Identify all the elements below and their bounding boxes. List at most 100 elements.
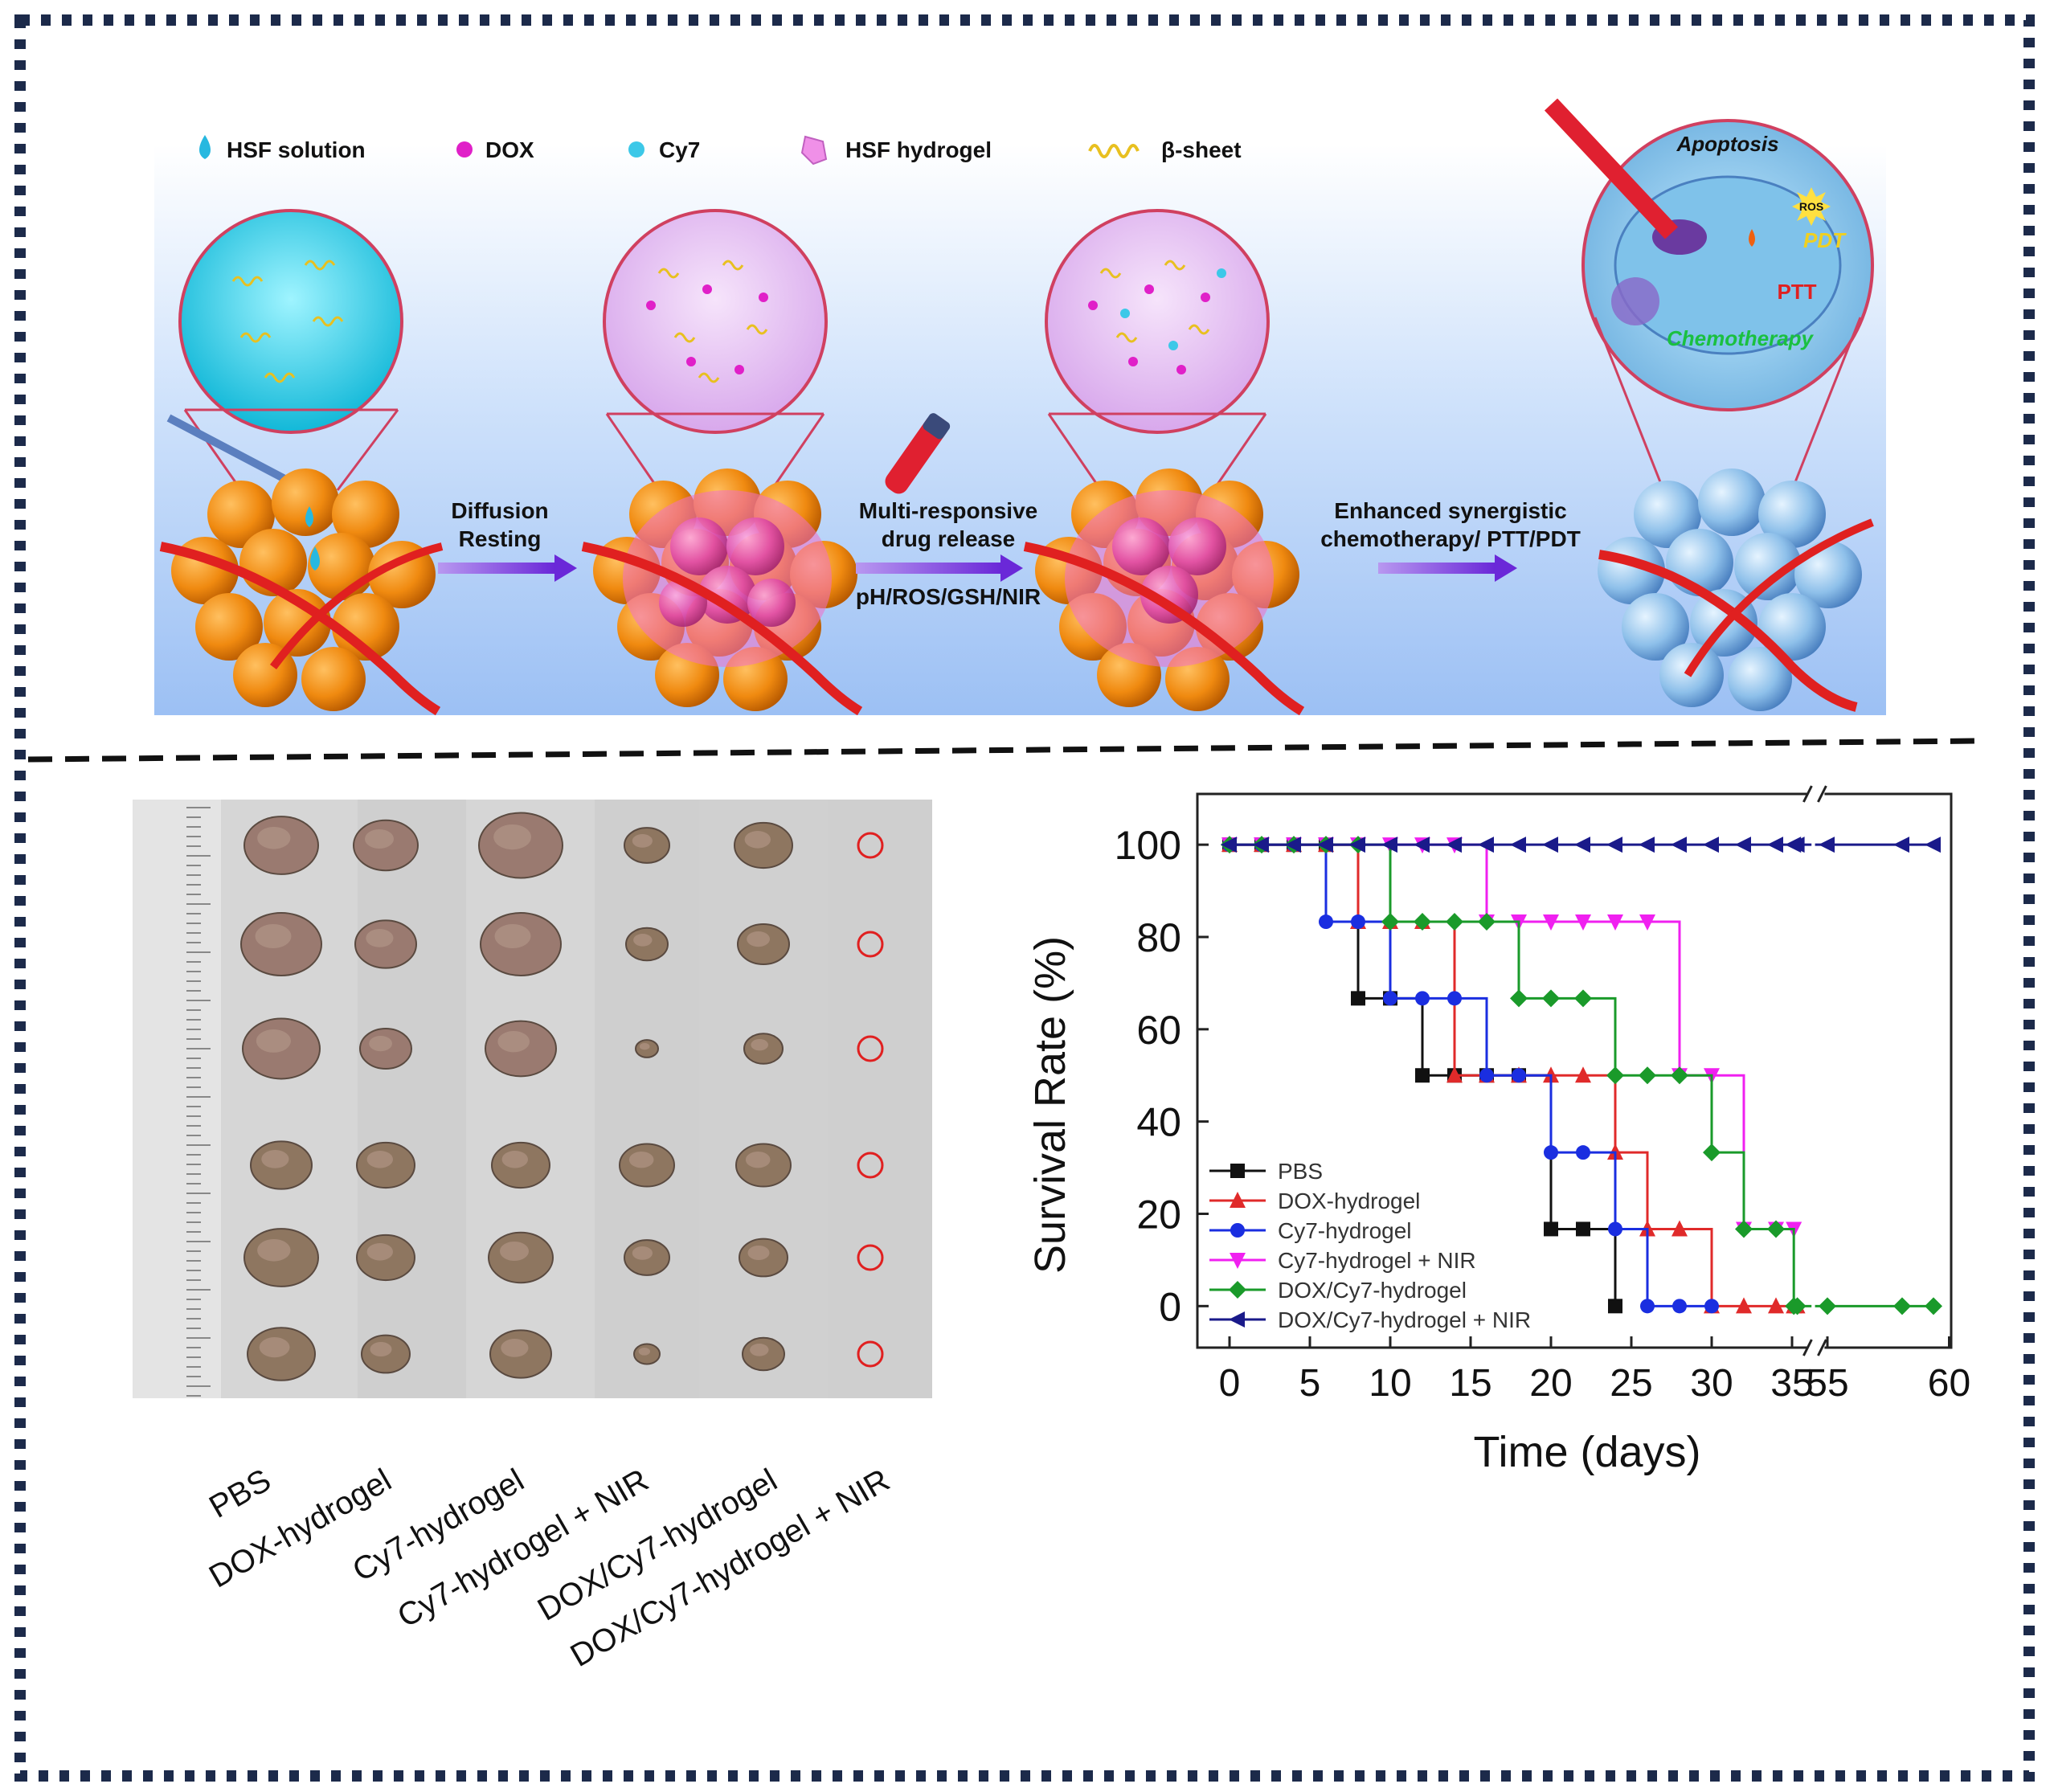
x-tick-label: 25	[1610, 1362, 1652, 1405]
ruler	[133, 800, 221, 1398]
legend-entry: Cy7-hydrogel + NIR	[1278, 1248, 1476, 1273]
stage4-apoptosis: Apoptosis ROS PDT PTT Chemotherapy	[1544, 98, 1874, 712]
data-point	[1576, 1221, 1590, 1237]
axis-break-mark	[1817, 1339, 1827, 1356]
data-point	[1639, 914, 1655, 931]
data-point	[1478, 837, 1494, 853]
stage2-hydrogel	[581, 209, 863, 716]
data-point	[1671, 837, 1687, 853]
x-tick-label: 10	[1369, 1362, 1411, 1405]
outer-dotted-frame	[14, 14, 2035, 1782]
legend-label: β-sheet	[1161, 137, 1242, 162]
group-labels: PBS DOX-hydrogel Cy7-hydrogel Cy7-hydrog…	[203, 1463, 895, 1674]
data-point	[1230, 1164, 1245, 1178]
flame-icon	[1749, 229, 1755, 247]
x-tick-label: 35	[1770, 1362, 1813, 1405]
data-point	[1735, 837, 1751, 853]
data-point	[1819, 837, 1835, 853]
arrow-step3: Enhanced synergistic chemotherapy/ PTT/P…	[1320, 498, 1581, 582]
tumor-specimens	[240, 812, 884, 1381]
legend-entry: DOX-hydrogel	[1278, 1189, 1420, 1213]
data-point	[1512, 1068, 1526, 1083]
data-point	[1510, 837, 1526, 853]
y-tick-label: 60	[1136, 1008, 1181, 1053]
data-point	[1672, 1220, 1688, 1237]
data-point	[1253, 837, 1269, 853]
hsf-droplets	[305, 506, 320, 571]
y-tick-label: 20	[1136, 1192, 1181, 1237]
ptt-label: PTT	[1777, 280, 1816, 304]
series-5	[1221, 837, 1941, 853]
ruler-ticks	[186, 807, 211, 1397]
chart-legend: PBS DOX-hydrogel Cy7-hydrogel Cy7-hydrogel …	[1209, 1159, 1531, 1332]
data-point	[1639, 1066, 1656, 1085]
stage1-injection	[159, 209, 444, 716]
data-point	[1317, 837, 1333, 853]
y-tick-label: 100	[1115, 823, 1181, 868]
data-point	[1736, 1297, 1752, 1314]
data-point	[1704, 1299, 1719, 1314]
step2-triggers: pH/ROS/GSH/NIR	[856, 584, 1041, 609]
data-point	[1767, 1220, 1785, 1238]
data-point	[1608, 1299, 1622, 1314]
data-point	[1510, 989, 1528, 1008]
y-tick-label: 0	[1159, 1284, 1181, 1329]
data-point	[1640, 1299, 1655, 1314]
data-point	[1608, 1221, 1622, 1237]
data-point	[1893, 1297, 1911, 1315]
legend-entry: PBS	[1278, 1159, 1323, 1184]
data-point	[1767, 837, 1783, 853]
dox-dots	[646, 284, 768, 374]
x-tick-label: 30	[1690, 1362, 1733, 1405]
data-point	[1703, 837, 1719, 853]
data-point	[1819, 1297, 1836, 1315]
y-tick-label: 40	[1136, 1100, 1181, 1145]
dox-dot-icon	[456, 141, 473, 158]
data-point	[1446, 913, 1463, 931]
data-point	[1788, 1297, 1807, 1315]
data-point	[1221, 837, 1237, 853]
empty-tumor-marker	[857, 1244, 884, 1271]
data-point	[1542, 989, 1560, 1008]
data-point	[1230, 1253, 1246, 1269]
legend-entry: DOX/Cy7-hydrogel + NIR	[1278, 1307, 1531, 1332]
data-point	[1575, 914, 1591, 931]
data-point	[1447, 991, 1462, 1006]
data-point	[1446, 1066, 1463, 1083]
data-point	[1414, 837, 1430, 853]
step2-label-line1: Multi-responsive	[859, 498, 1037, 523]
tumor-cluster-blue	[1598, 468, 1862, 711]
legend-label: HSF solution	[227, 137, 366, 162]
pdt-label: PDT	[1803, 228, 1847, 252]
data-point	[1415, 991, 1430, 1006]
schematic-legend: HSF solution DOX Cy7 HSF hydrogel β-shee…	[199, 135, 1242, 166]
x-tick-label: 20	[1529, 1362, 1572, 1405]
data-point	[1639, 837, 1655, 853]
empty-tumor-marker	[857, 931, 884, 958]
x-tick-label: 0	[1219, 1362, 1241, 1405]
data-point	[1383, 991, 1397, 1006]
blood-vessel	[1023, 542, 1305, 716]
y-axis-label: Survival Rate (%)	[1026, 936, 1074, 1274]
magnified-release-lens	[1045, 209, 1270, 434]
data-point	[1381, 837, 1397, 853]
data-point	[1672, 1299, 1687, 1314]
data-point	[1703, 1144, 1721, 1162]
data-point	[1788, 837, 1805, 853]
blood-vessel	[1598, 550, 1858, 712]
legend-entry: Cy7-hydrogel	[1278, 1218, 1412, 1243]
ros-label: ROS	[1799, 200, 1823, 213]
data-point	[1229, 1311, 1245, 1328]
legend-label: HSF hydrogel	[845, 137, 992, 162]
data-point	[1446, 837, 1462, 853]
organelle	[1611, 277, 1659, 325]
schematic-panel: HSF solution DOX Cy7 HSF hydrogel β-shee…	[154, 98, 1886, 716]
axis-break-mark	[1802, 785, 1813, 803]
data-point	[1768, 1297, 1784, 1314]
data-point	[1230, 1192, 1246, 1208]
chemotherapy-label: Chemotherapy	[1667, 326, 1815, 350]
x-tick-label: 5	[1299, 1362, 1321, 1405]
data-point	[1735, 1220, 1753, 1238]
legend-label: DOX	[485, 137, 534, 162]
